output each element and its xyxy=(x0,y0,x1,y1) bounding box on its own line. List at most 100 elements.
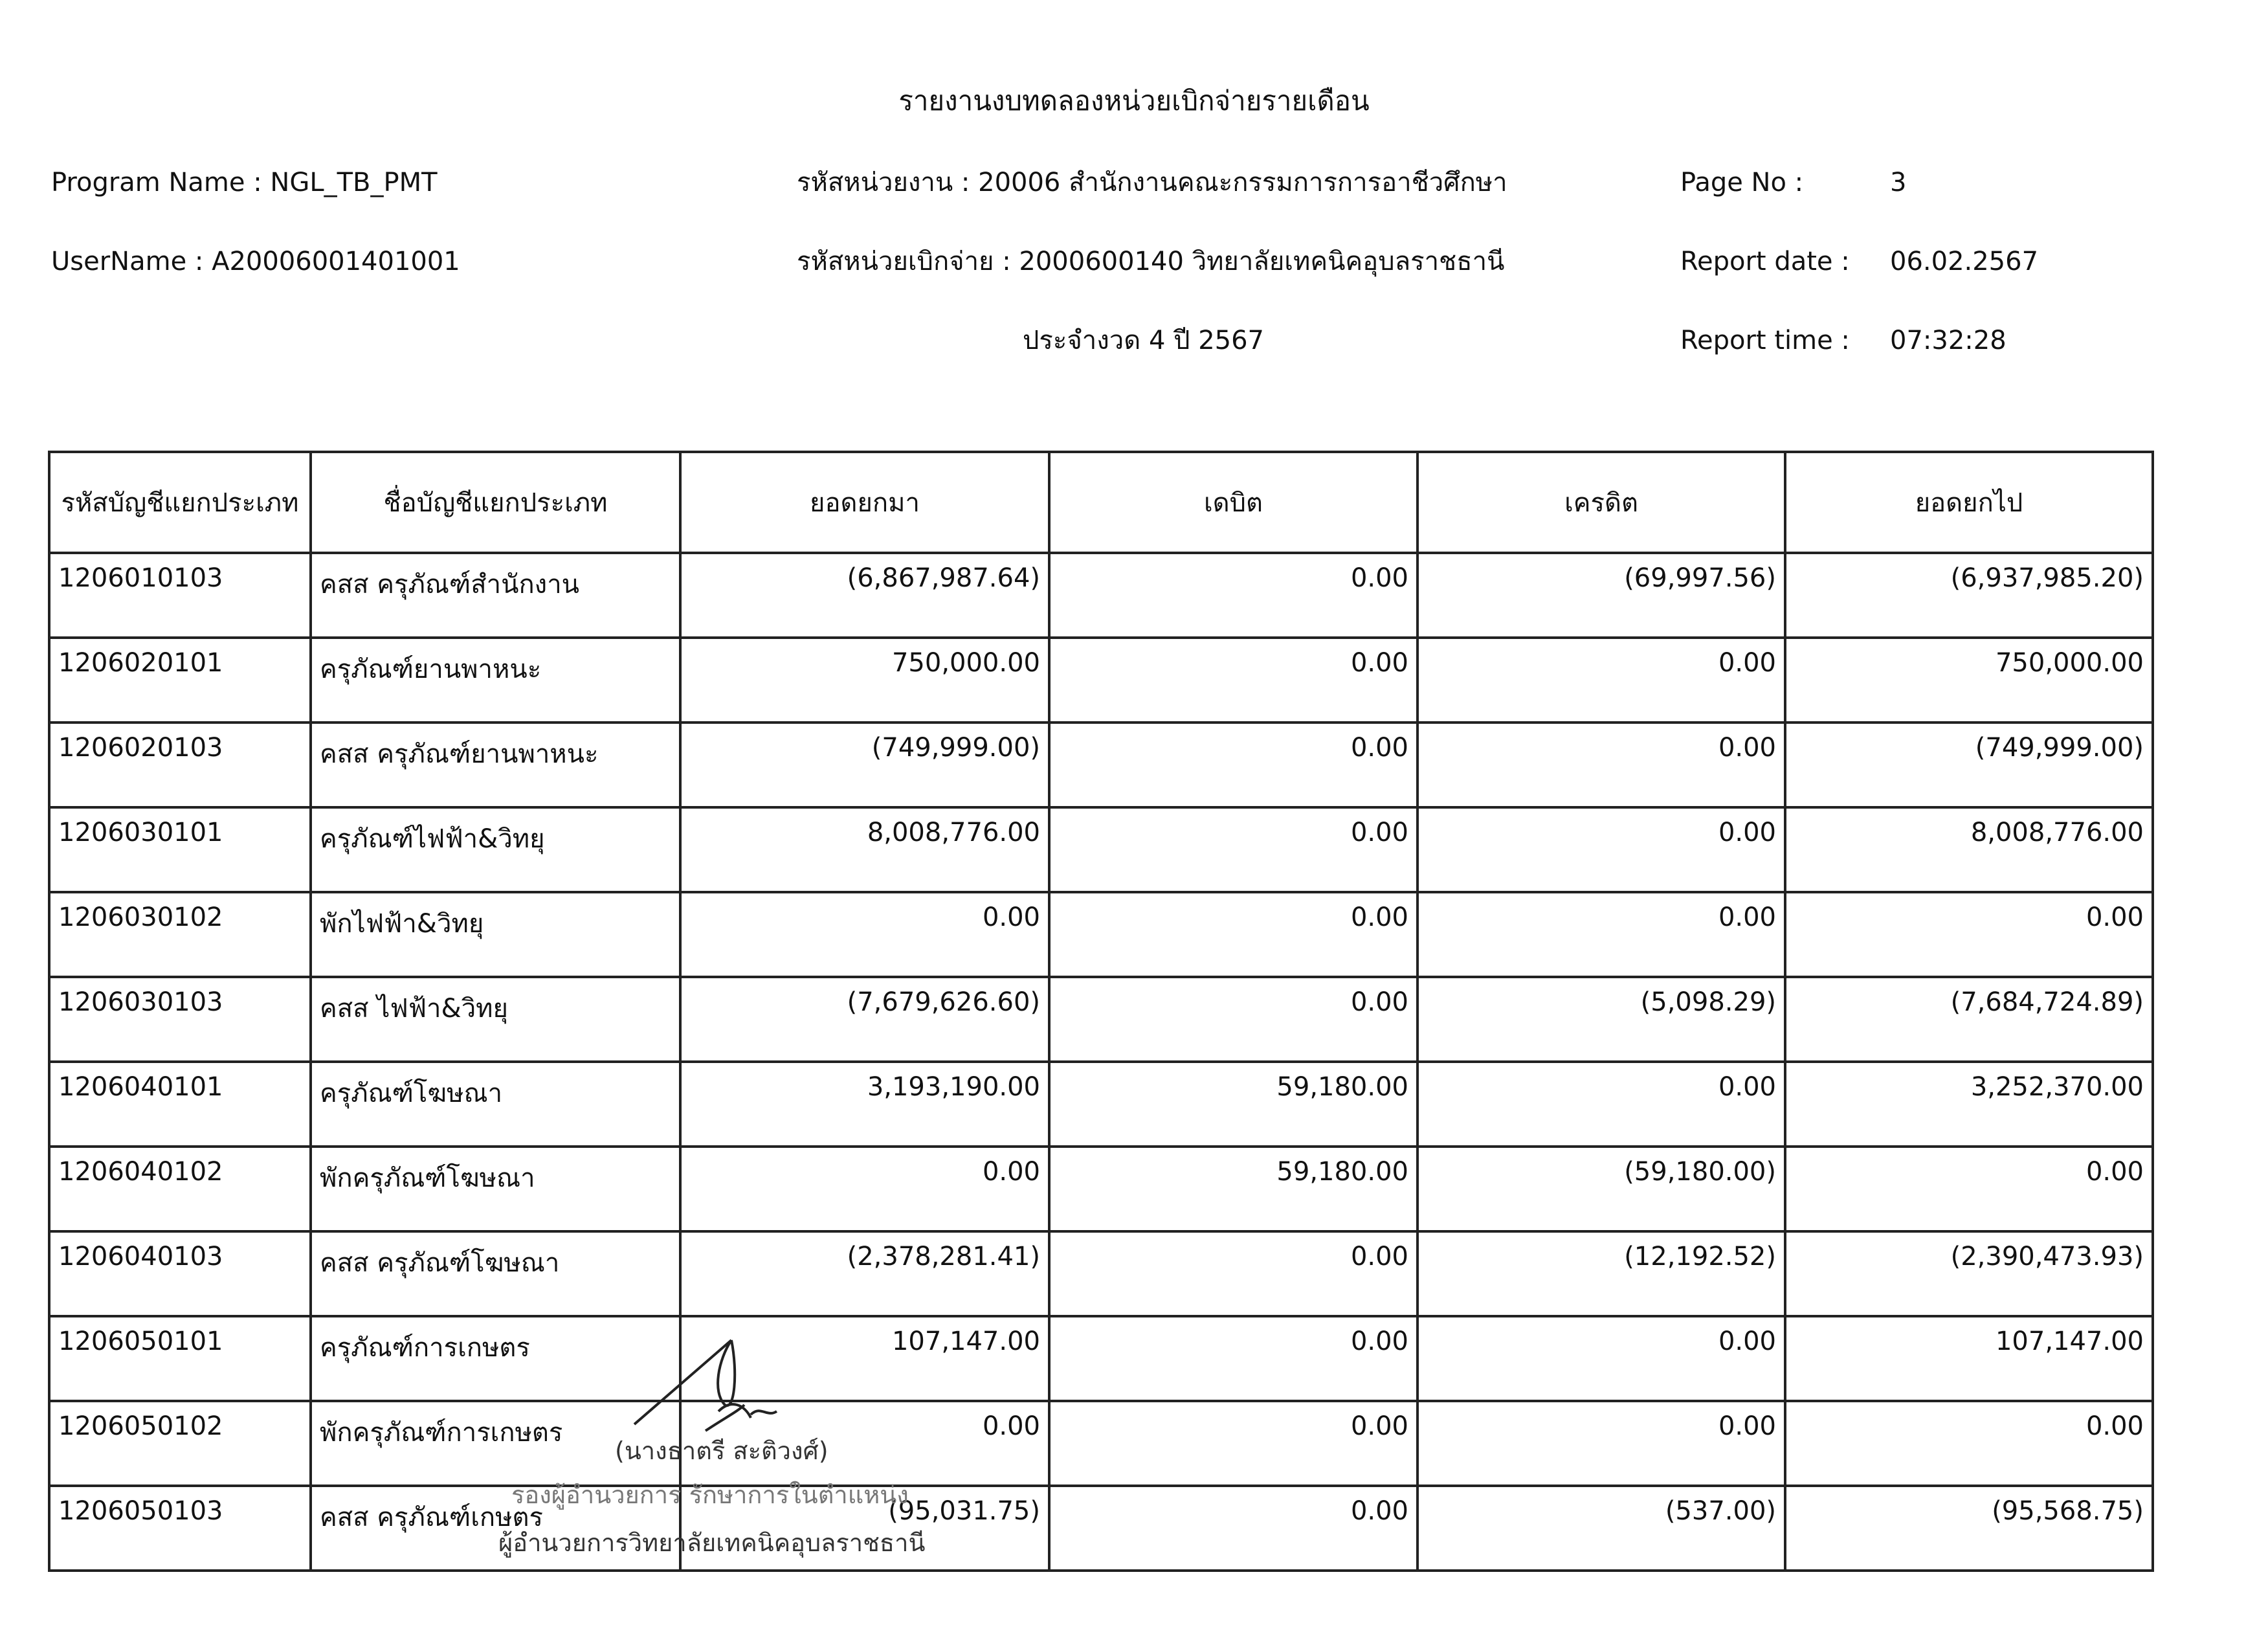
debit: 0.00 xyxy=(1048,806,1419,893)
period: ประจำงวด 4 ปี 2567 xyxy=(1023,326,1265,355)
page-no: 3 xyxy=(1890,168,1907,197)
table-row: 1206020101 ครุภัณฑ์ยานพาหนะ 750,000.00 0.00… xyxy=(48,636,2154,724)
user-name: UserName : A20006001401001 xyxy=(51,247,460,276)
account-name: ครุภัณฑ์ยานพาหนะ xyxy=(309,636,682,724)
credit: 0.00 xyxy=(1416,1315,1786,1402)
opening-balance: 0.00 xyxy=(679,1400,1051,1487)
credit: (537.00) xyxy=(1416,1485,1786,1572)
report-time: 07:32:28 xyxy=(1890,326,2007,355)
credit: (69,997.56) xyxy=(1416,552,1786,639)
table-row: 1206050103 คสส ครุภัณฑ์เกษตร (95,031.75) 0.… xyxy=(48,1485,2154,1572)
debit: 0.00 xyxy=(1048,1400,1419,1487)
table-row: 1206040102 พักครุภัณฑ์โฆษณา 0.00 59,180.00(… xyxy=(48,1145,2154,1233)
closing-balance: (749,999.00) xyxy=(1784,721,2154,809)
credit: 0.00 xyxy=(1416,891,1786,978)
closing-balance: (2,390,473.93) xyxy=(1784,1230,2154,1317)
trial-balance-table: รหัสบัญชีแยกประเภท ชื่อบัญชีแยกประเภท ยอดย… xyxy=(48,451,2154,1572)
signatory-name: (นางธาตรี สะติวงศ์) xyxy=(615,1437,828,1465)
credit: (59,180.00) xyxy=(1416,1145,1786,1233)
column-header: เดบิต xyxy=(1048,451,1419,554)
account-code: 1206050101 xyxy=(48,1315,312,1402)
closing-balance: 3,252,370.00 xyxy=(1784,1060,2154,1148)
opening-balance: (7,679,626.60) xyxy=(679,976,1051,1063)
account-code: 1206020101 xyxy=(48,636,312,724)
opening-balance: 3,193,190.00 xyxy=(679,1060,1051,1148)
closing-balance: 0.00 xyxy=(1784,1145,2154,1233)
credit: 0.00 xyxy=(1416,1400,1786,1487)
debit: 0.00 xyxy=(1048,1315,1419,1402)
account-code: 1206010103 xyxy=(48,552,312,639)
opening-balance: 750,000.00 xyxy=(679,636,1051,724)
account-code: 1206050103 xyxy=(48,1485,312,1572)
account-name: คสส ไฟฟ้า&วิทยุ xyxy=(309,976,682,1063)
credit: 0.00 xyxy=(1416,1060,1786,1148)
table-row: 1206010103 คสส ครุภัณฑ์สำนักงาน (6,867,987… xyxy=(48,552,2154,639)
account-code: 1206040102 xyxy=(48,1145,312,1233)
disbursing-unit: รหัสหน่วยเบิกจ่าย : 2000600140 วิทยาลัยเ… xyxy=(797,247,1505,276)
account-code: 1206040103 xyxy=(48,1230,312,1317)
table-row: 1206050102 พักครุภัณฑ์การเกษตร 0.00 0.00 0.0… xyxy=(48,1400,2154,1487)
credit: (12,192.52) xyxy=(1416,1230,1786,1317)
report-title: รายงานงบทดลองหน่วยเบิกจ่ายรายเดือน xyxy=(898,85,1370,117)
column-header: ยอดยกมา xyxy=(679,451,1051,554)
closing-balance: (95,568.75) xyxy=(1784,1485,2154,1572)
account-code: 1206030102 xyxy=(48,891,312,978)
account-name: คสส ครุภัณฑ์เกษตร xyxy=(309,1485,682,1572)
signatory-position-2: ผู้อำนวยการวิทยาลัยเทคนิคอุบลราชธานี xyxy=(498,1529,926,1557)
opening-balance: (6,867,987.64) xyxy=(679,552,1051,639)
account-name: คสส ครุภัณฑ์ยานพาหนะ xyxy=(309,721,682,809)
account-name: ครุภัณฑ์การเกษตร xyxy=(309,1315,682,1402)
account-code: 1206020103 xyxy=(48,721,312,809)
report-date-label: Report date : xyxy=(1680,247,1850,276)
column-header: เครดิต xyxy=(1416,451,1786,554)
table-row: 1206030101 ครุภัณฑ์ไฟฟ้า&วิทยุ 8,008,776.0… xyxy=(48,806,2154,893)
account-name: พักครุภัณฑ์การเกษตร xyxy=(309,1400,682,1487)
account-code: 1206030103 xyxy=(48,976,312,1063)
table-header-row: รหัสบัญชีแยกประเภท ชื่อบัญชีแยกประเภท ยอดย… xyxy=(48,451,2154,554)
agency: รหัสหน่วยงาน : 20006 สำนักงานคณะกรรมการก… xyxy=(797,168,1507,197)
account-code: 1206050102 xyxy=(48,1400,312,1487)
closing-balance: 750,000.00 xyxy=(1784,636,2154,724)
account-name: คสส ครุภัณฑ์สำนักงาน xyxy=(309,552,682,639)
closing-balance: 8,008,776.00 xyxy=(1784,806,2154,893)
debit: 0.00 xyxy=(1048,891,1419,978)
debit: 0.00 xyxy=(1048,636,1419,724)
debit: 0.00 xyxy=(1048,552,1419,639)
column-header: ยอดยกไป xyxy=(1784,451,2154,554)
opening-balance: (95,031.75) xyxy=(679,1485,1051,1572)
closing-balance: 107,147.00 xyxy=(1784,1315,2154,1402)
closing-balance: (7,684,724.89) xyxy=(1784,976,2154,1063)
credit: (5,098.29) xyxy=(1416,976,1786,1063)
opening-balance: 107,147.00 xyxy=(679,1315,1051,1402)
table-row: 1206020103 คสส ครุภัณฑ์ยานพาหนะ (749,999.0… xyxy=(48,721,2154,809)
report-date: 06.02.2567 xyxy=(1890,247,2039,276)
account-name: พักครุภัณฑ์โฆษณา xyxy=(309,1145,682,1233)
debit: 0.00 xyxy=(1048,721,1419,809)
opening-balance: (749,999.00) xyxy=(679,721,1051,809)
column-header: รหัสบัญชีแยกประเภท xyxy=(48,451,312,554)
debit: 59,180.00 xyxy=(1048,1145,1419,1233)
table-row: 1206040103 คสส ครุภัณฑ์โฆษณา (2,378,281.41… xyxy=(48,1230,2154,1317)
table-row: 1206030102 พักไฟฟ้า&วิทยุ 0.00 0.00 0.00 0.00 xyxy=(48,891,2154,978)
table-row: 1206030103 คสส ไฟฟ้า&วิทยุ (7,679,626.60) 0… xyxy=(48,976,2154,1063)
account-name: พักไฟฟ้า&วิทยุ xyxy=(309,891,682,978)
table-row: 1206050101 ครุภัณฑ์การเกษตร 107,147.00 0.00… xyxy=(48,1315,2154,1402)
report-time-label: Report time : xyxy=(1680,326,1850,355)
opening-balance: 0.00 xyxy=(679,1145,1051,1233)
account-code: 1206030101 xyxy=(48,806,312,893)
opening-balance: 8,008,776.00 xyxy=(679,806,1051,893)
column-header: ชื่อบัญชีแยกประเภท xyxy=(309,451,682,554)
program-name: Program Name : NGL_TB_PMT xyxy=(51,168,438,197)
account-name: ครุภัณฑ์โฆษณา xyxy=(309,1060,682,1148)
signatory-position-1: รองผู้อำนวยการ รักษาการในตำแหน่ง xyxy=(511,1481,909,1509)
handwritten-signature xyxy=(633,1339,778,1432)
opening-balance: 0.00 xyxy=(679,891,1051,978)
credit: 0.00 xyxy=(1416,636,1786,724)
debit: 0.00 xyxy=(1048,1230,1419,1317)
account-name: ครุภัณฑ์ไฟฟ้า&วิทยุ xyxy=(309,806,682,893)
account-name: คสส ครุภัณฑ์โฆษณา xyxy=(309,1230,682,1317)
debit: 0.00 xyxy=(1048,976,1419,1063)
credit: 0.00 xyxy=(1416,806,1786,893)
closing-balance: (6,937,985.20) xyxy=(1784,552,2154,639)
account-code: 1206040101 xyxy=(48,1060,312,1148)
